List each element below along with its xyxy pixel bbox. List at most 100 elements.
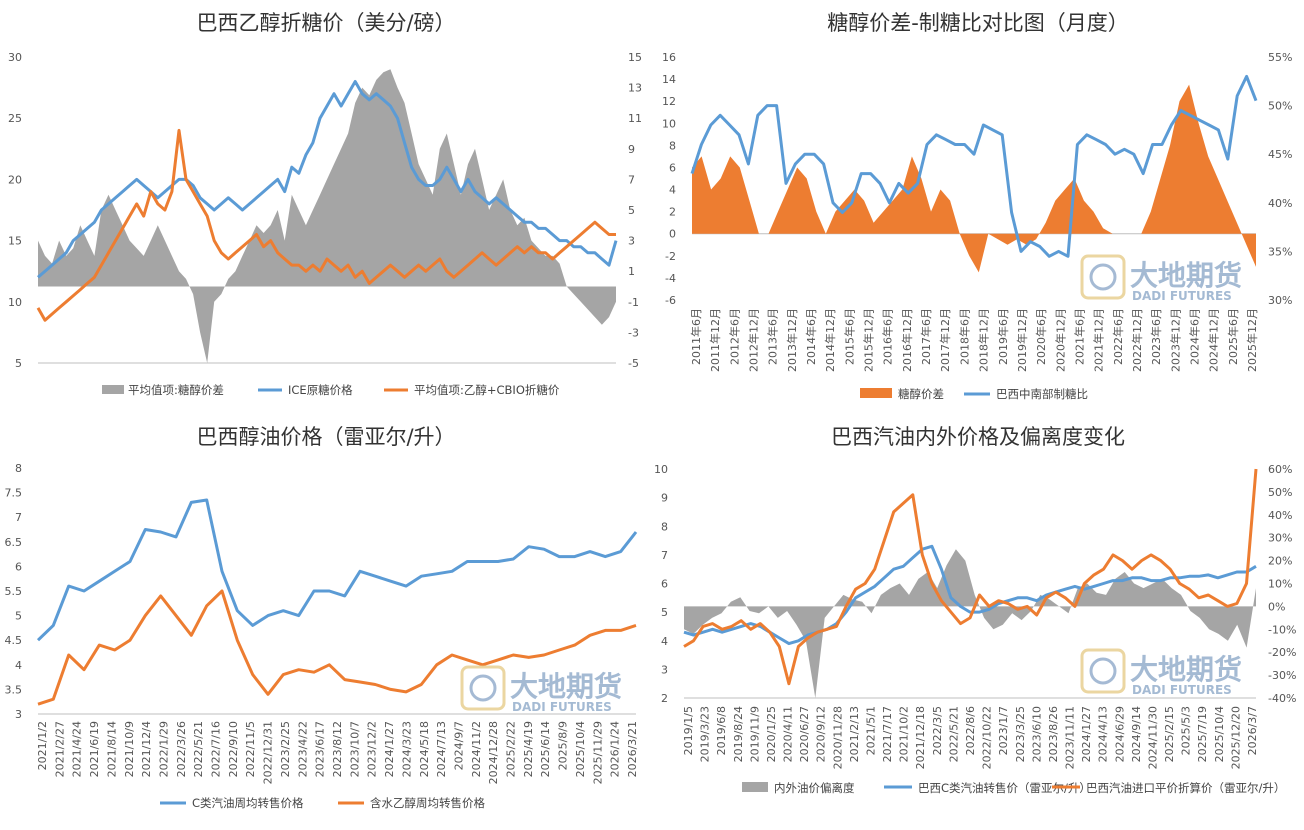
y-tick-label: 25 [8, 112, 22, 125]
x-tick-label: 2025/8/9 [557, 721, 570, 770]
chart-title: 巴西汽油内外价格及偏离度变化 [831, 425, 1125, 449]
series-1-line [37, 589, 637, 706]
legend: 内外油价偏离度 巴西C类汽油转售价（雷亚尔/升） 巴西汽油进口平价折算价（雷亚尔… [742, 781, 1285, 795]
y-tick-label: 3 [15, 708, 22, 721]
y-tick-label: 30 [8, 51, 22, 64]
x-tick-label: 2024/7/13 [435, 721, 448, 777]
y2-tick-label: -5 [628, 357, 639, 370]
x-tick-label: 2020年6月 [1034, 308, 1048, 365]
x-tick-label: 2013年12月 [785, 308, 799, 372]
legend-swatch-deviation [742, 782, 768, 792]
y2-tick-label: 40% [1268, 509, 1292, 522]
x-tick-label: 2021/4/24 [71, 721, 84, 777]
x-tick-label: 2019年6月 [996, 308, 1010, 365]
x-tick-label: 2025/5/3 [1180, 706, 1193, 755]
series-2-line [36, 128, 616, 322]
x-tick-label: 2025/11/29 [591, 721, 604, 784]
x-tick-label: 2019/1/5 [682, 706, 695, 755]
chart-title: 巴西乙醇折糖价（美分/磅） [196, 11, 455, 35]
x-tick-label: 2018年6月 [957, 308, 971, 365]
y-tick-label: 6.5 [5, 536, 23, 549]
x-tick-label: 2026/3/7 [1246, 706, 1259, 755]
watermark-logo-ring-icon [469, 674, 497, 702]
watermark: 大地期货 DADI FUTURES [1080, 648, 1242, 697]
x-tick-label: 2021/8/14 [105, 721, 118, 777]
x-tick-label: 2023/4/22 [296, 721, 309, 777]
x-tick-label: 2021/12/18 [914, 706, 927, 769]
watermark-logo-icon [1080, 648, 1126, 694]
y2-tick-label: 55% [1268, 51, 1292, 64]
x-tick-label: 2024/5/18 [418, 721, 431, 777]
chart-ethanol-sugar-price: 巴西乙醇折糖价（美分/磅） 30 25 20 15 10 5 15 13 11 9 7 5 3 1 -1 -3… [8, 11, 642, 397]
x-tick-label: 2020/6/27 [798, 706, 811, 762]
series-0-line [36, 498, 638, 642]
y-tick-label: 14 [662, 73, 676, 86]
x-tick-label: 2021/7/17 [881, 706, 894, 762]
legend-label-ice: ICE原糖价格 [288, 383, 353, 397]
y-tick-label: -2 [665, 250, 676, 263]
y2-tick-label: 13 [628, 82, 642, 95]
y-tick-label: 8 [669, 139, 676, 152]
chart-spread-vs-sugar-mix: 糖醇价差-制糖比对比图（月度） 16 14 12 10 8 6 4 2 0 -2 -4 -6 55% 50… [662, 11, 1292, 401]
series-0-area [684, 549, 1256, 698]
chart-panel-fuel-prices: 巴西醇油价格（雷亚尔/升） 8 7.5 7 6.5 6 5.5 5 4.5 4 3.5 3 2021/… [0, 412, 652, 825]
x-tick-label: 2025年12月 [1245, 308, 1259, 372]
y-tick-label: -6 [665, 294, 676, 307]
x-tick-label: 2025/7/19 [1196, 706, 1209, 762]
legend: 糖醇价差 巴西中南部制糖比 [860, 387, 1088, 401]
y-tick-label: 5 [15, 610, 22, 623]
chart-brazil-fuel-prices: 巴西醇油价格（雷亚尔/升） 8 7.5 7 6.5 6 5.5 5 4.5 4 3.5 3 2021/… [5, 425, 640, 810]
x-tick-label: 2024/3/23 [400, 721, 413, 777]
x-tick-label: 2022年6月 [1111, 308, 1125, 365]
x-tick-label: 2021/6/19 [88, 721, 101, 777]
x-tick-label: 2021/5/1 [864, 706, 877, 755]
x-tick-label: 2022/7/16 [210, 721, 223, 777]
y-tick-label: 4 [669, 184, 676, 197]
y-tick-label: 7 [15, 511, 22, 524]
x-tick-label: 2019/6/8 [715, 706, 728, 755]
y2-tick-label: 60% [1268, 463, 1292, 476]
x-tick-label: 2011年12月 [708, 308, 722, 372]
x-tick-label: 2022/11/5 [244, 721, 257, 777]
x-tick-label: 2024/12/28 [487, 721, 500, 784]
x-tick-label: 2024/11/2 [470, 721, 483, 777]
legend-label-import: 巴西汽油进口平价折算价（雷亚尔/升） [1086, 781, 1285, 795]
x-tick-label: 2024年12月 [1207, 308, 1221, 372]
y-tick-label: 5 [15, 357, 22, 370]
x-tick-label: 2020/11/28 [831, 706, 844, 769]
y2-tick-label: 10% [1268, 578, 1292, 591]
x-tick-label: 2025/4/19 [522, 721, 535, 777]
y-tick-label: 6 [669, 161, 676, 174]
x-tick-label: 2022/1/29 [157, 721, 170, 777]
x-tick-label: 2011年6月 [689, 308, 703, 365]
y2-tick-label: -20% [1268, 646, 1296, 659]
x-tick-label: 2025/12/20 [1229, 706, 1242, 769]
y2-tick-label: 45% [1268, 148, 1292, 161]
x-tick-label: 2020年12月 [1053, 308, 1067, 372]
x-tick-label: 2021年12月 [1092, 308, 1106, 372]
watermark-text-en: DADI FUTURES [512, 700, 612, 714]
x-tick-label: 2025/10/4 [1213, 706, 1226, 762]
legend-label-gasoline: C类汽油周均转售价格 [192, 796, 304, 810]
x-tick-label: 2024/9/7 [452, 721, 465, 770]
y-tick-label: 8 [15, 462, 22, 475]
x-tick-label: 2021年6月 [1072, 308, 1086, 365]
watermark: 大地期货 DADI FUTURES [460, 665, 622, 714]
x-tick-label: 2020/4/11 [782, 706, 795, 762]
y-tick-label: 10 [654, 463, 668, 476]
watermark-text-en: DADI FUTURES [1132, 683, 1232, 697]
x-tick-label: 2026/1/24 [609, 721, 622, 777]
x-tick-label: 2024/6/29 [1113, 706, 1126, 762]
x-tick-label: 2023/8/26 [1047, 706, 1060, 762]
y-tick-label: 8 [661, 520, 668, 533]
y-tick-label: 3 [661, 663, 668, 676]
y2-tick-label: -1 [628, 296, 639, 309]
legend-swatch-spread [102, 385, 124, 394]
watermark-text-cn: 大地期货 [1130, 653, 1242, 686]
legend-label-ethanol: 含水乙醇周均转售价格 [370, 796, 485, 810]
x-tick-label: 2025/2/15 [1163, 706, 1176, 762]
legend-label-domestic: 巴西C类汽油转售价（雷亚尔/升） [918, 781, 1091, 795]
x-tick-label: 2019/3/23 [699, 706, 712, 762]
x-tick-label: 2019/11/9 [748, 706, 761, 762]
series-1-line [37, 80, 618, 279]
